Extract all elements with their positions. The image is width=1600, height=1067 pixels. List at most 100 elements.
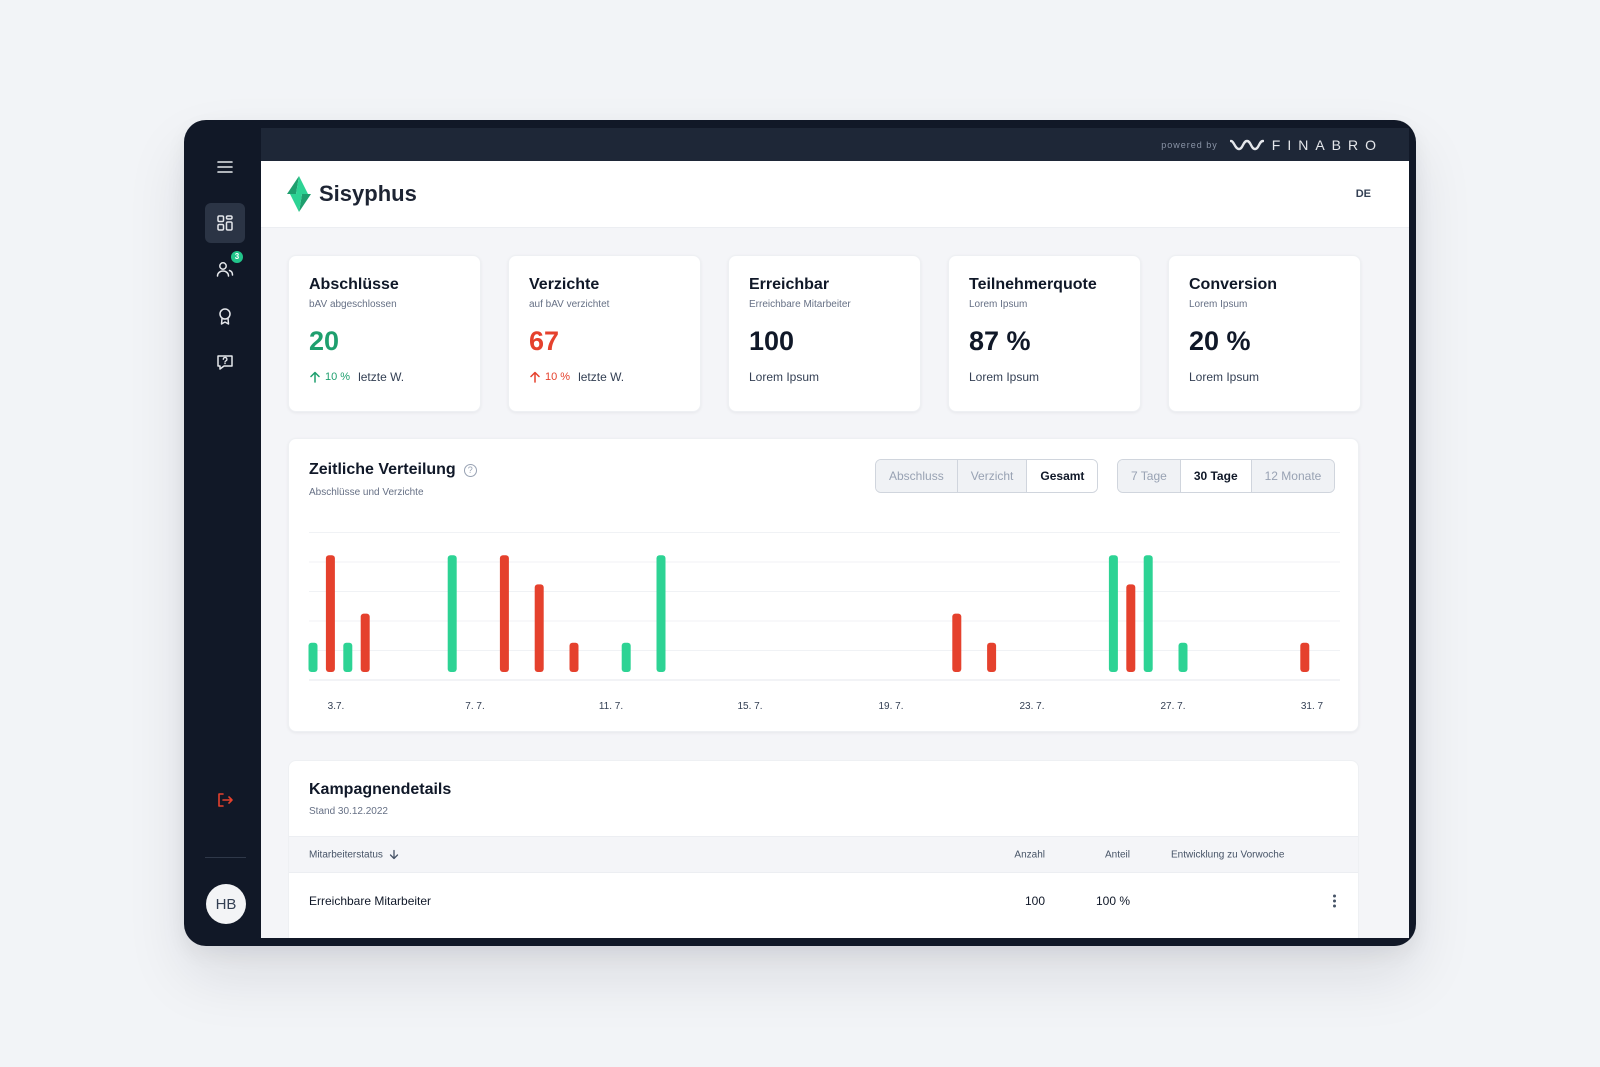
app-name: Sisyphus: [319, 181, 417, 206]
bar-verzicht[interactable]: [569, 642, 579, 672]
x-tick-label: 27. 7.: [1160, 701, 1185, 712]
sidebar-divider: [205, 857, 246, 858]
x-tick-label: 15. 7.: [737, 701, 762, 712]
bar-verzicht[interactable]: [499, 555, 509, 672]
kpi-card-teilnehmerquote: Teilnehmerquote Lorem Ipsum 87 % Lorem I…: [948, 255, 1141, 412]
kpi-title: Verzichte: [529, 276, 600, 293]
kpi-footer: 10 % letzte W.: [529, 370, 680, 384]
logout-icon[interactable]: [205, 780, 245, 820]
kpi-card-abschluesse: Abschlüsse bAV abgeschlossen 20 10 % let…: [288, 255, 481, 412]
top-bar: powered by FINABRO: [261, 128, 1409, 161]
campaign-subtitle: Stand 30.12.2022: [309, 806, 388, 817]
sidebar: 3 HB: [184, 120, 261, 946]
users-icon[interactable]: 3: [205, 249, 245, 289]
bar-abschluss[interactable]: [343, 642, 353, 672]
row-menu-icon[interactable]: [1333, 894, 1336, 908]
bar-abschluss[interactable]: [656, 555, 666, 672]
bar-chart: 3.7. 7. 7. 11. 7. 15. 7. 19. 7. 23. 7. 27. 7. 3…: [308, 532, 1340, 712]
kpi-note: letzte W.: [578, 370, 625, 384]
partner-name: FINABRO: [1271, 136, 1383, 153]
bar-abschluss[interactable]: [308, 642, 318, 672]
kpi-subtitle: Lorem Ipsum: [969, 299, 1028, 310]
arrow-up-icon: [310, 371, 320, 383]
dashboard-icon[interactable]: [205, 203, 245, 243]
app-header: Sisyphus DE: [261, 161, 1409, 228]
cell-share: 100 %: [1095, 894, 1130, 908]
bar-abschluss[interactable]: [447, 555, 457, 672]
kpi-change: 10 %: [325, 371, 351, 383]
main-screen: powered by FINABRO Sisyphus DE Abschlüss…: [261, 128, 1409, 938]
x-tick-label: 11. 7.: [599, 701, 623, 712]
filter-verzicht[interactable]: Verzicht: [957, 460, 1028, 492]
cell-count: 100: [1024, 894, 1045, 908]
bar-verzicht[interactable]: [1300, 642, 1310, 672]
bar-abschluss[interactable]: [1178, 642, 1188, 672]
chart-title: Zeitliche Verteilung ?: [309, 461, 477, 479]
kpi-subtitle: Erreichbare Mitarbeiter: [749, 299, 851, 310]
arrow-up-icon: [530, 371, 540, 383]
kpi-subtitle: auf bAV verzichtet: [529, 299, 610, 310]
bar-abschluss[interactable]: [1108, 555, 1118, 672]
bar-verzicht[interactable]: [1126, 584, 1136, 672]
filter-abschluss[interactable]: Abschluss: [876, 460, 958, 492]
column-header-anteil[interactable]: Anteil: [1104, 849, 1130, 860]
sort-down-icon: [389, 849, 399, 860]
language-switch[interactable]: DE: [1355, 188, 1371, 200]
x-tick-label: 7. 7.: [465, 701, 484, 712]
kpi-footer: 10 % letzte W.: [309, 370, 460, 384]
bar-verzicht[interactable]: [360, 613, 370, 672]
column-header-anzahl[interactable]: Anzahl: [1014, 849, 1045, 860]
partner-logo: FINABRO: [1229, 136, 1383, 153]
bar-verzicht[interactable]: [534, 584, 544, 672]
table-row[interactable]: Erreichbare Mitarbeiter 100 100 %: [289, 873, 1358, 929]
column-header-status[interactable]: Mitarbeiterstatus: [309, 849, 399, 860]
kpi-card-verzichte: Verzichte auf bAV verzichtet 67 10 % let…: [508, 255, 701, 412]
kpi-footer: Lorem Ipsum: [1189, 370, 1260, 384]
x-tick-label: 23. 7.: [1019, 701, 1044, 712]
kpi-subtitle: bAV abgeschlossen: [309, 299, 397, 310]
brand[interactable]: Sisyphus: [287, 176, 417, 212]
kpi-note: letzte W.: [358, 370, 405, 384]
menu-icon[interactable]: [205, 147, 245, 187]
cell-status: Erreichbare Mitarbeiter: [309, 894, 432, 908]
range-7-tage[interactable]: 7 Tage: [1118, 460, 1181, 492]
kpi-value: 100: [749, 326, 795, 356]
kpi-value: 20: [309, 326, 340, 356]
filter-gesamt[interactable]: Gesamt: [1027, 460, 1098, 492]
kpi-change: 10 %: [545, 371, 571, 383]
avatar[interactable]: HB: [206, 884, 246, 924]
help-chat-icon[interactable]: [205, 342, 245, 382]
bar-abschluss[interactable]: [1143, 555, 1153, 672]
x-tick-label: 31. 7: [1301, 701, 1324, 712]
kpi-subtitle: Lorem Ipsum: [1189, 299, 1248, 310]
kpi-card-erreichbar: Erreichbar Erreichbare Mitarbeiter 100 L…: [728, 255, 921, 412]
bar-verzicht[interactable]: [987, 642, 997, 672]
range-30-tage[interactable]: 30 Tage: [1180, 460, 1252, 492]
column-label: Mitarbeiterstatus: [309, 849, 383, 860]
award-icon[interactable]: [205, 296, 245, 336]
bar-verzicht[interactable]: [325, 555, 335, 672]
bar-abschluss[interactable]: [621, 642, 631, 672]
kpi-value: 87 %: [969, 326, 1031, 356]
kpi-title: Teilnehmerquote: [969, 276, 1097, 293]
kpi-title: Erreichbar: [749, 276, 830, 293]
finabro-logo-icon: [1229, 139, 1264, 150]
bar-verzicht[interactable]: [952, 613, 962, 672]
kpi-footer: Lorem Ipsum: [749, 370, 820, 384]
x-tick-label: 19. 7.: [878, 701, 903, 712]
help-icon[interactable]: ?: [463, 463, 477, 477]
campaign-details: Kampagnendetails Stand 30.12.2022 Mitarb…: [288, 760, 1359, 938]
sisyphus-logo-icon: [287, 176, 311, 212]
table-header: Mitarbeiterstatus Anzahl Anteil Entwickl…: [289, 836, 1358, 873]
kpi-footer: Lorem Ipsum: [969, 370, 1040, 384]
range-filter: 7 Tage 30 Tage 12 Monate: [1117, 459, 1336, 493]
chart-card: 3.7. 7. 7. 11. 7. 15. 7. 19. 7. 23. 7. 27. 7. 3…: [288, 438, 1359, 732]
range-12-monate[interactable]: 12 Monate: [1251, 460, 1335, 492]
kpi-row: Abschlüsse bAV abgeschlossen 20 10 % let…: [288, 255, 1361, 412]
notification-badge: 3: [231, 251, 243, 263]
kpi-value: 67: [529, 326, 560, 356]
chart-title-text: Zeitliche Verteilung: [309, 461, 456, 478]
kpi-card-conversion: Conversion Lorem Ipsum 20 % Lorem Ipsum: [1168, 255, 1361, 412]
column-header-entwicklung[interactable]: Entwicklung zu Vorwoche: [1171, 849, 1285, 860]
powered-by-label: powered by: [1161, 139, 1218, 150]
